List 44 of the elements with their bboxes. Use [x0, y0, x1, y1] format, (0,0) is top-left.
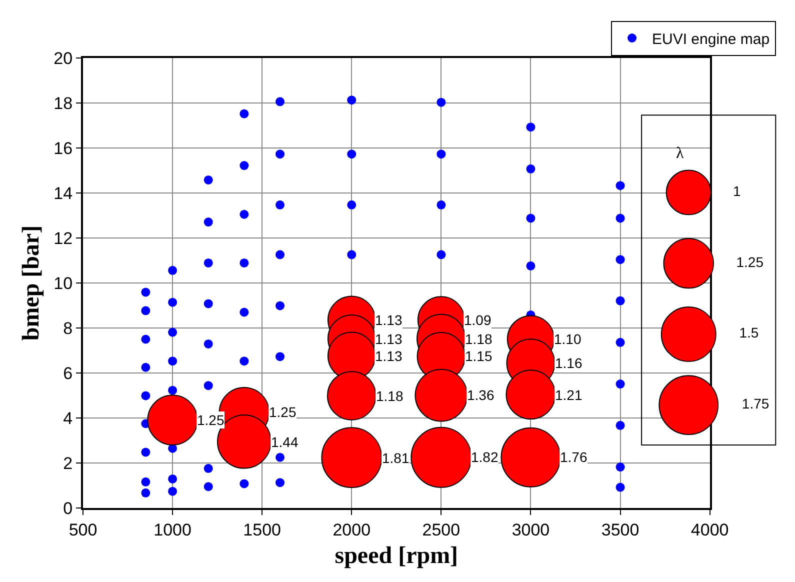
y-tick-label: 6 [63, 364, 73, 383]
y-tick-label: 16 [54, 138, 73, 158]
data-label: 1.18 [465, 331, 492, 347]
x-tick-label: 3000 [512, 520, 550, 540]
data-label: 1.18 [376, 388, 404, 404]
data-label: 1.21 [555, 387, 582, 403]
x-tick-label: 2500 [422, 520, 460, 540]
x-tick-label: 1000 [154, 520, 192, 540]
data-label: 1.25 [197, 412, 224, 428]
y-tick-label: 4 [63, 408, 73, 428]
data-label: 1.76 [560, 449, 588, 465]
data-label: 1.25 [269, 404, 296, 420]
x-axis-title: speed [rpm] [334, 543, 458, 570]
x-tick-label: 1500 [243, 520, 282, 540]
legend-label: 1.5 [724, 324, 759, 341]
y-tick-label: 10 [54, 274, 73, 293]
y-tick-label: 2 [63, 454, 73, 473]
data-label: 1.10 [554, 331, 582, 347]
x-tick-label: 500 [68, 520, 98, 540]
x-tick-label: 3500 [601, 520, 640, 540]
data-label: 1.13 [375, 331, 402, 347]
y-tick-label: 0 [63, 498, 73, 518]
data-label: 1.16 [555, 355, 582, 371]
data-label: 1.13 [375, 348, 402, 364]
legend-label: 1.75 [726, 396, 770, 412]
data-label: 1.81 [382, 450, 410, 466]
data-label: 1.82 [471, 449, 498, 465]
y-tick-label: 12 [54, 228, 73, 248]
data-label: 1.15 [465, 348, 492, 364]
x-tick-label: 2000 [332, 520, 371, 540]
y-axis-title: bmep [bar] [18, 225, 44, 341]
data-label: 1.36 [467, 387, 494, 403]
y-tick-label: 18 [54, 94, 73, 113]
legend-title: λ [676, 145, 684, 162]
legend-label: EUVI engine map [652, 30, 770, 48]
legend-label: 1.25 [720, 254, 764, 270]
data-label: 1.44 [271, 434, 298, 450]
y-tick-label: 8 [63, 318, 73, 338]
x-tick-label: 4000 [690, 520, 729, 540]
data-label: 1.13 [375, 312, 402, 328]
y-tick-label: 14 [54, 184, 73, 203]
legend-label: 1 [717, 182, 741, 199]
data-label: 1.09 [464, 312, 492, 328]
y-tick-label: 20 [54, 48, 73, 68]
